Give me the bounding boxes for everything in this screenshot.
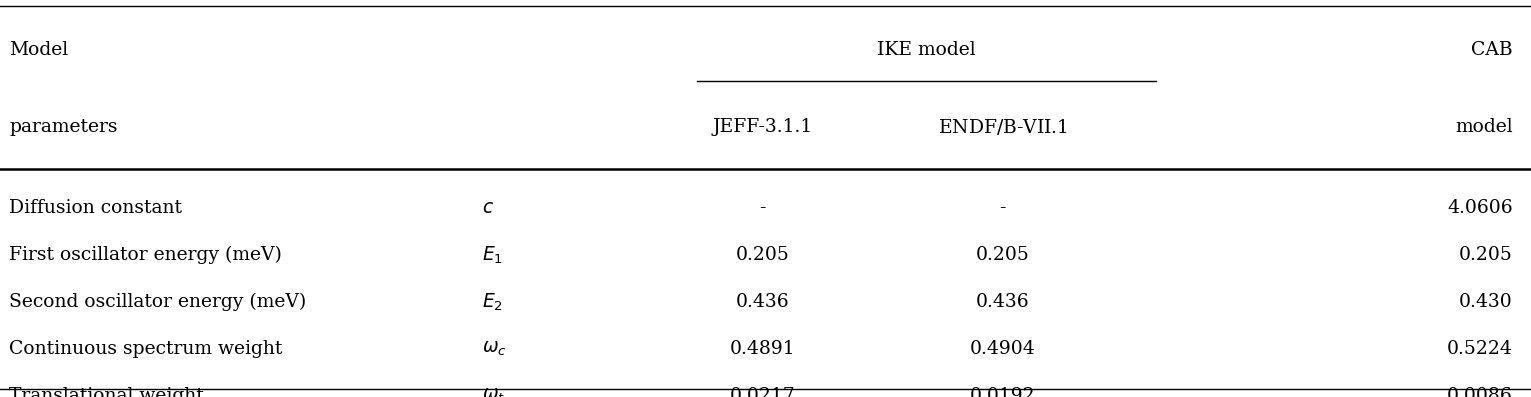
Text: 4.0606: 4.0606 — [1447, 199, 1513, 218]
Text: First oscillator energy (meV): First oscillator energy (meV) — [9, 246, 282, 264]
Text: 0.205: 0.205 — [975, 246, 1030, 264]
Text: model: model — [1454, 118, 1513, 136]
Text: -: - — [759, 199, 766, 218]
Text: JEFF-3.1.1: JEFF-3.1.1 — [712, 118, 813, 136]
Text: 0.0086: 0.0086 — [1447, 387, 1513, 397]
Text: $E_1$: $E_1$ — [482, 245, 504, 266]
Text: 0.205: 0.205 — [735, 246, 790, 264]
Text: 0.4904: 0.4904 — [971, 340, 1035, 358]
Text: parameters: parameters — [9, 118, 118, 136]
Text: Diffusion constant: Diffusion constant — [9, 199, 182, 218]
Text: Continuous spectrum weight: Continuous spectrum weight — [9, 340, 283, 358]
Text: $E_2$: $E_2$ — [482, 291, 504, 313]
Text: Translational weight: Translational weight — [9, 387, 204, 397]
Text: Second oscillator energy (meV): Second oscillator energy (meV) — [9, 293, 306, 311]
Text: ENDF$/$B-VII.1: ENDF$/$B-VII.1 — [939, 117, 1067, 137]
Text: 0.5224: 0.5224 — [1447, 340, 1513, 358]
Text: $c$: $c$ — [482, 199, 495, 218]
Text: 0.205: 0.205 — [1459, 246, 1513, 264]
Text: 0.436: 0.436 — [975, 293, 1030, 311]
Text: 0.0192: 0.0192 — [971, 387, 1035, 397]
Text: $\omega_c$: $\omega_c$ — [482, 340, 507, 358]
Text: 0.4891: 0.4891 — [730, 340, 795, 358]
Text: IKE model: IKE model — [877, 40, 975, 59]
Text: 0.436: 0.436 — [735, 293, 790, 311]
Text: 0.430: 0.430 — [1459, 293, 1513, 311]
Text: $\omega_t$: $\omega_t$ — [482, 387, 505, 397]
Text: 0.0217: 0.0217 — [730, 387, 795, 397]
Text: CAB: CAB — [1471, 40, 1513, 59]
Text: Model: Model — [9, 40, 69, 59]
Text: -: - — [1000, 199, 1006, 218]
